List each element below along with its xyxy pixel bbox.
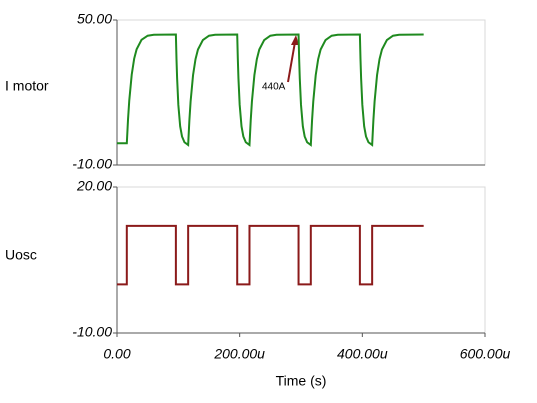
y-axis-label: I motor bbox=[5, 78, 49, 94]
y-axis-label: Uosc bbox=[5, 247, 37, 263]
y-tick-label: 50.00 bbox=[77, 11, 112, 27]
annotation: 440A bbox=[262, 82, 286, 93]
x-tick-label: 400.00u bbox=[337, 346, 388, 362]
x-axis-label: Time (s) bbox=[276, 373, 327, 389]
x-tick-label: 200.00u bbox=[213, 346, 265, 362]
y-tick-label: 20.00 bbox=[76, 178, 112, 194]
series-line bbox=[117, 224, 424, 286]
series-line bbox=[117, 33, 424, 147]
annotation-arrowhead bbox=[291, 35, 299, 45]
annotation-arrow bbox=[287, 41, 296, 83]
x-tick-label: 0.00 bbox=[103, 346, 130, 362]
x-tick-label: 600.00u bbox=[460, 346, 511, 362]
y-tick-label: -10.00 bbox=[72, 156, 112, 172]
y-tick-label: -10.00 bbox=[72, 324, 112, 340]
